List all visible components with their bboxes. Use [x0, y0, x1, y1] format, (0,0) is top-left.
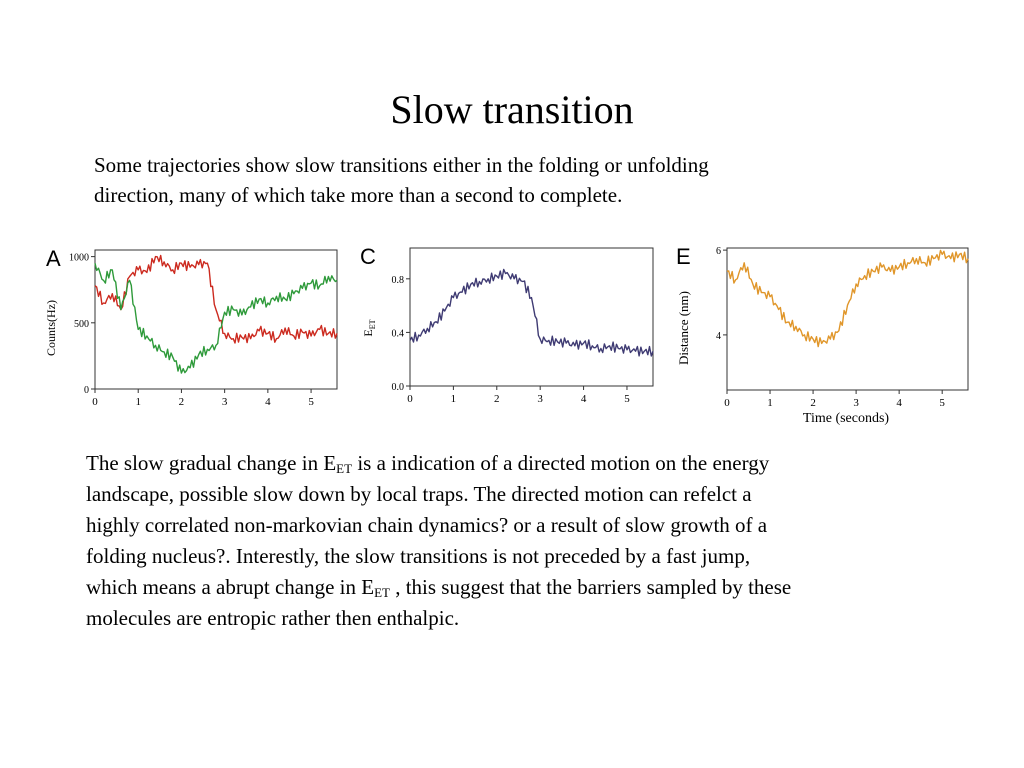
- body-line-6: molecules are entropic rather then entha…: [86, 606, 460, 630]
- panel-c-ylabel-sub: ET: [368, 319, 377, 329]
- panel-a-axes: 0 1 2 3 4 5 0 500 1000: [69, 249, 338, 408]
- y-tick-label: 0: [84, 385, 89, 396]
- y-tick-label: 4: [716, 331, 721, 342]
- body-line-2: landscape, possible slow down by local t…: [86, 482, 752, 506]
- panel-c: C 0 1 2 3 4 5 0.0 0.4 0.8 EET: [360, 244, 654, 405]
- panel-c-ylabel: EET: [361, 319, 377, 336]
- body-line-4: folding nucleus?. Interestly, the slow t…: [86, 544, 751, 568]
- et-subscript: ET: [336, 461, 353, 476]
- x-tick-label: 0: [407, 393, 413, 405]
- body-line-5: which means a abrupt change in EET , thi…: [86, 572, 966, 603]
- x-tick-label: 2: [810, 397, 816, 409]
- panel-e: E 0 1 2 3 4 5 4 6 Distance (nm) Time (seconds): [676, 244, 969, 426]
- x-tick-label: 2: [494, 393, 500, 405]
- intro-paragraph: Some trajectories show slow transitions …: [94, 150, 884, 210]
- x-tick-label: 3: [853, 397, 859, 409]
- x-tick-label: 4: [581, 393, 587, 405]
- x-tick-label: 4: [265, 396, 271, 408]
- x-tick-label: 4: [896, 397, 902, 409]
- x-tick-label: 5: [939, 397, 945, 409]
- panel-e-xlabel: Time (seconds): [803, 411, 890, 426]
- panel-a-ylabel: Counts(Hz): [44, 300, 58, 356]
- x-tick-label: 1: [135, 396, 141, 408]
- y-tick-label: 0.4: [392, 328, 405, 339]
- y-tick-label: 500: [74, 319, 89, 330]
- panel-a-frame: [94, 249, 338, 390]
- body-line-1-end: is a indication of a directed motion on …: [352, 451, 770, 475]
- et-subscript: ET: [374, 585, 390, 600]
- x-tick-label: 5: [624, 393, 630, 405]
- x-tick-label: 5: [308, 396, 314, 408]
- x-tick-label: 3: [222, 396, 228, 408]
- panel-e-letter: E: [676, 244, 691, 269]
- x-tick-label: 0: [724, 397, 730, 409]
- x-tick-label: 0: [92, 396, 98, 408]
- intro-line: direction, many of which take more than …: [94, 183, 623, 207]
- y-tick-label: 0.0: [392, 382, 405, 393]
- body-line-5-start: which means a abrupt change in E: [86, 575, 375, 599]
- y-tick-label: 0.8: [392, 275, 405, 286]
- body-line-5-end: , this suggest that the barriers sampled…: [389, 575, 792, 599]
- y-tick-label: 6: [716, 246, 721, 257]
- panel-a-series-line: [94, 254, 338, 344]
- slide-title: Slow transition: [390, 87, 634, 132]
- panel-c-ylabel-main: E: [361, 329, 375, 336]
- panel-c-series-line: [409, 268, 654, 357]
- y-tick-label: 1000: [69, 253, 89, 264]
- body-line-1: The slow gradual change in EET is a indi…: [86, 448, 966, 479]
- panel-e-axes: 0 1 2 3 4 5 4 6: [716, 246, 969, 409]
- body-line-3: highly correlated non-markovian chain dy…: [86, 513, 768, 537]
- intro-line: Some trajectories show slow transitions …: [94, 153, 709, 177]
- panel-a-letter: A: [46, 246, 61, 271]
- panel-e-frame: [726, 247, 969, 391]
- x-tick-label: 2: [179, 396, 185, 408]
- x-tick-label: 3: [537, 393, 543, 405]
- body-paragraph: The slow gradual change in EET is a indi…: [86, 448, 966, 634]
- panel-e-series-line: [726, 249, 969, 348]
- x-tick-label: 1: [451, 393, 457, 405]
- panel-a: A 0 1 2 3 4 5 0 500 1000 Counts(Hz): [44, 246, 338, 408]
- panel-c-axes: 0 1 2 3 4 5 0.0 0.4 0.8: [392, 247, 654, 405]
- body-line-1-start: The slow gradual change in E: [86, 451, 337, 475]
- panel-c-letter: C: [360, 244, 376, 269]
- panel-c-frame: [409, 247, 654, 387]
- x-tick-label: 1: [767, 397, 773, 409]
- panel-e-ylabel: Distance (nm): [676, 291, 691, 365]
- panel-a-series-line: [94, 263, 338, 374]
